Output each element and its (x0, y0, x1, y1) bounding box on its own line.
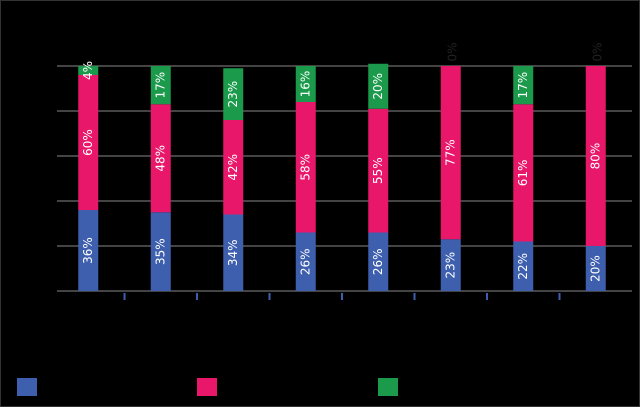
data-label: 4% (81, 61, 95, 80)
data-label: 17% (153, 72, 167, 99)
bar-segment (295, 102, 316, 233)
data-label: 22% (516, 253, 530, 280)
data-label: 60% (81, 129, 95, 156)
bar-segment (295, 66, 316, 102)
bar-segment (150, 104, 171, 213)
data-label: 61% (516, 160, 530, 187)
data-label: 34% (226, 239, 240, 266)
data-label: 42% (226, 154, 240, 181)
data-label: 20% (588, 255, 602, 282)
bar-segment (368, 108, 389, 233)
bar-segment (440, 66, 461, 240)
data-label: 58% (298, 154, 312, 181)
data-label: 26% (371, 248, 385, 275)
bar-segment (78, 210, 99, 291)
bar-segment (78, 75, 99, 210)
data-label: 80% (588, 143, 602, 170)
bar-segment (295, 232, 316, 291)
bar-segment (368, 232, 389, 291)
bar-segment (223, 214, 244, 291)
data-label: 16% (298, 71, 312, 98)
data-label: 77% (443, 139, 457, 166)
data-label: 17% (516, 72, 530, 99)
bar-segment (78, 66, 99, 75)
legend-swatch (17, 378, 37, 396)
bar-segment (440, 239, 461, 291)
data-label: 26% (298, 248, 312, 275)
bar-segment (585, 66, 606, 246)
bar-segment (150, 66, 171, 105)
bar-segment (368, 63, 389, 109)
data-label: 0% (445, 42, 459, 61)
data-label: 23% (226, 81, 240, 108)
legend-swatch (378, 378, 398, 396)
data-label: 55% (371, 157, 385, 184)
legend-swatch (197, 378, 217, 396)
data-label: 23% (443, 252, 457, 279)
bar-segment (223, 120, 244, 215)
data-label: 48% (153, 145, 167, 172)
data-label: 36% (81, 237, 95, 264)
data-label: 20% (371, 73, 385, 100)
bar-segment (513, 66, 534, 105)
bar-segment (223, 68, 244, 120)
data-label: 0% (590, 42, 604, 61)
bar-segment (513, 104, 534, 242)
bar-segment (150, 212, 171, 291)
bar-segment (513, 241, 534, 291)
data-label: 35% (153, 238, 167, 265)
bar-segment (585, 246, 606, 291)
